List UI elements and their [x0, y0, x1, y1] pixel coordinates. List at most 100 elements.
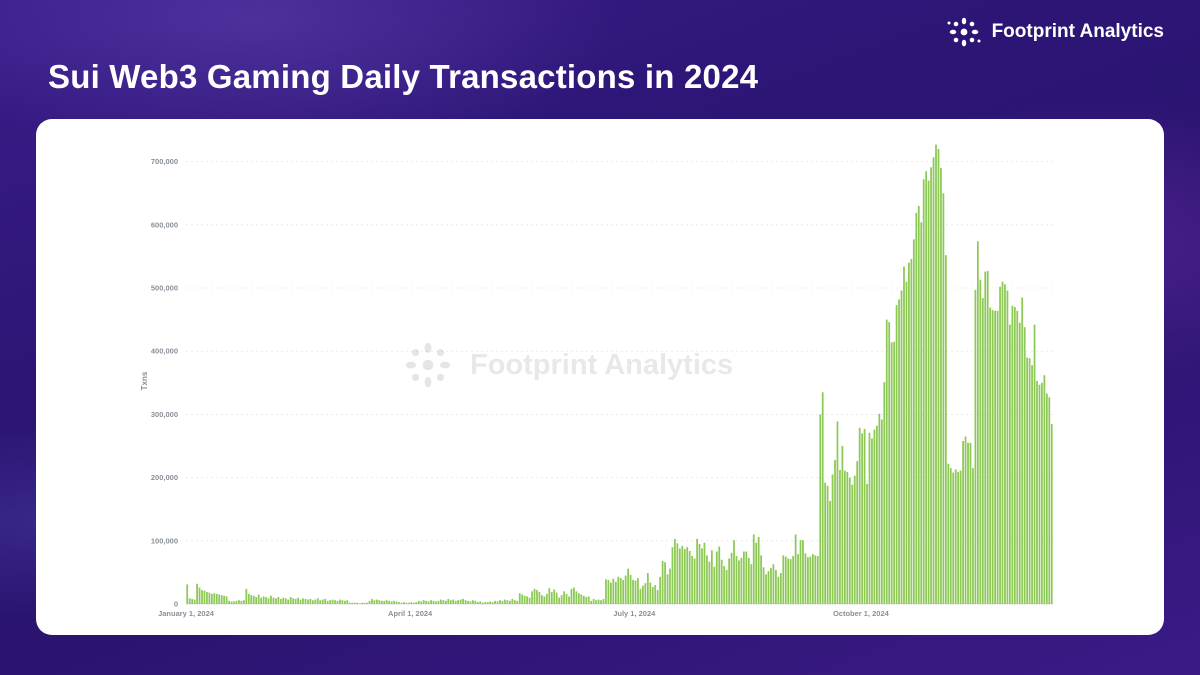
bar — [634, 580, 637, 604]
bar — [417, 600, 420, 604]
y-axis-label: Txns — [140, 371, 149, 390]
footprint-watermark-icon — [405, 342, 451, 388]
bar — [383, 600, 386, 604]
bar — [393, 600, 396, 604]
bar — [967, 442, 969, 604]
bar — [371, 598, 373, 604]
bar — [245, 588, 248, 604]
bar — [474, 600, 477, 604]
bar — [861, 433, 863, 605]
bar — [661, 561, 664, 604]
bar — [725, 569, 728, 605]
bar — [740, 557, 743, 604]
bar — [903, 266, 905, 604]
bar — [735, 555, 738, 604]
x-tick-label: October 1, 2024 — [833, 609, 890, 618]
bar — [802, 540, 804, 604]
bar — [777, 576, 780, 604]
bar — [457, 600, 460, 604]
bar — [521, 594, 524, 604]
bar — [678, 548, 681, 604]
bar — [410, 602, 413, 604]
bar — [1021, 297, 1024, 604]
bar — [671, 547, 674, 605]
footprint-logo-icon — [947, 17, 981, 47]
bar — [1036, 380, 1038, 604]
bar — [543, 596, 546, 604]
bar — [358, 603, 361, 604]
y-tick-label: 300,000 — [151, 410, 178, 419]
bar — [846, 471, 849, 604]
bar — [196, 583, 198, 604]
bar — [489, 601, 492, 604]
bar — [536, 590, 538, 604]
bar — [415, 602, 418, 604]
watermark: Footprint Analytics — [396, 337, 733, 393]
y-tick-label: 700,000 — [151, 157, 178, 166]
bar — [600, 600, 602, 604]
bar — [816, 555, 819, 604]
bar — [408, 602, 410, 604]
bar — [210, 593, 213, 604]
bar — [390, 601, 393, 604]
bar — [908, 262, 910, 604]
bar — [361, 602, 363, 604]
bar — [509, 600, 511, 604]
bar — [191, 598, 194, 604]
bar — [326, 600, 329, 604]
bar — [698, 543, 701, 604]
bar — [659, 576, 662, 604]
bar — [989, 307, 992, 604]
bar — [683, 549, 686, 604]
bar — [713, 566, 716, 604]
bar — [782, 555, 785, 604]
bar — [627, 568, 629, 604]
bar — [984, 271, 987, 604]
bar — [309, 598, 312, 604]
bar — [701, 548, 703, 604]
bar — [270, 595, 272, 604]
bar — [198, 587, 201, 604]
bar — [506, 600, 509, 604]
bar — [516, 600, 519, 604]
bar — [718, 546, 721, 604]
bar — [738, 560, 740, 604]
bar — [981, 298, 984, 604]
bar — [654, 585, 657, 604]
bar — [279, 598, 282, 604]
bar — [585, 597, 588, 604]
bar — [876, 425, 878, 604]
bar — [900, 290, 903, 604]
bar — [856, 461, 859, 604]
bar — [1033, 324, 1036, 604]
bar — [917, 205, 920, 605]
bar — [250, 595, 253, 604]
bar — [353, 602, 356, 604]
bar — [976, 241, 979, 604]
y-tick-label: 500,000 — [151, 284, 178, 293]
bar — [531, 591, 533, 604]
bar — [629, 574, 632, 604]
bar — [878, 413, 881, 604]
bar — [592, 598, 595, 604]
bar — [346, 600, 349, 604]
bar — [602, 598, 605, 604]
bar — [469, 601, 472, 604]
bar — [622, 579, 625, 604]
bar — [319, 600, 322, 604]
bar — [444, 600, 447, 604]
bar — [447, 598, 450, 604]
bar — [770, 567, 772, 604]
bar — [403, 602, 405, 604]
bar — [1038, 384, 1041, 604]
y-tick-label: 100,000 — [151, 536, 178, 545]
bar — [890, 342, 893, 605]
bar — [637, 578, 639, 604]
bar — [1001, 281, 1004, 604]
bar — [1006, 290, 1009, 604]
bar — [220, 595, 223, 604]
bar — [235, 600, 238, 604]
bar — [321, 599, 324, 604]
bar — [1048, 397, 1051, 604]
bar — [937, 149, 940, 604]
